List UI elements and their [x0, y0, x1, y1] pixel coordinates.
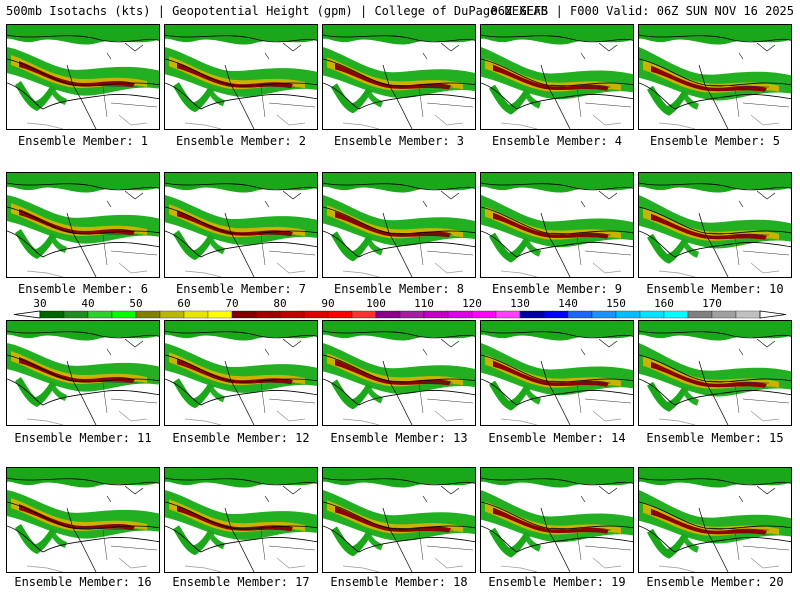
model-valid-time: 06Z GEFS | F000 Valid: 06Z SUN NOV 16 20… — [490, 4, 794, 18]
colorbar-swatch — [159, 310, 185, 319]
isotach-colorbar — [13, 310, 787, 319]
ensemble-map-panel — [164, 320, 318, 426]
ensemble-member-label: Ensemble Member: 18 — [330, 575, 468, 589]
colorbar-tick-label: 70 — [225, 297, 239, 310]
ensemble-member-label: Ensemble Member: 20 — [646, 575, 784, 589]
ensemble-map-panel — [480, 24, 634, 130]
ensemble-member-label: Ensemble Member: 7 — [175, 282, 307, 296]
ensemble-map-panel — [480, 320, 634, 426]
ensemble-member-label: Ensemble Member: 11 — [14, 431, 152, 445]
colorbar-swatch — [495, 310, 521, 319]
colorbar-swatch — [447, 310, 473, 319]
ensemble-map-panel — [322, 467, 476, 573]
ensemble-map-panel — [322, 24, 476, 130]
ensemble-map-panel — [164, 24, 318, 130]
ensemble-member-label: Ensemble Member: 13 — [330, 431, 468, 445]
ensemble-member-label: Ensemble Member: 3 — [333, 134, 465, 148]
colorbar-tick-label: 30 — [33, 297, 47, 310]
colorbar-swatch — [303, 310, 329, 319]
colorbar-swatch — [375, 310, 401, 319]
colorbar-swatch — [567, 310, 593, 319]
ensemble-map-panel — [164, 172, 318, 278]
colorbar-swatch — [591, 310, 617, 319]
ensemble-member-label: Ensemble Member: 6 — [17, 282, 149, 296]
ensemble-map-panel — [480, 172, 634, 278]
colorbar-tick-label: 120 — [462, 297, 482, 310]
colorbar-tick-label: 50 — [129, 297, 143, 310]
colorbar-swatch — [711, 310, 737, 319]
ensemble-map-panel — [322, 320, 476, 426]
ensemble-map-panel — [6, 172, 160, 278]
ensemble-member-label: Ensemble Member: 15 — [646, 431, 784, 445]
colorbar-swatch — [423, 310, 449, 319]
colorbar-swatch — [735, 310, 761, 319]
colorbar-swatch — [183, 310, 209, 319]
colorbar-swatch — [351, 310, 377, 319]
colorbar-tick-label: 150 — [606, 297, 626, 310]
map-title: 500mb Isotachs (kts) | Geopotential Heig… — [6, 4, 548, 18]
ensemble-member-label: Ensemble Member: 19 — [488, 575, 626, 589]
ensemble-map-panel — [638, 172, 792, 278]
colorbar-swatch — [255, 310, 281, 319]
ensemble-member-label: Ensemble Member: 4 — [491, 134, 623, 148]
colorbar-tick-label: 100 — [366, 297, 386, 310]
colorbar-swatch — [687, 310, 713, 319]
colorbar-tick-label: 60 — [177, 297, 191, 310]
ensemble-member-label: Ensemble Member: 1 — [17, 134, 149, 148]
colorbar-right-arrow — [759, 310, 787, 319]
colorbar-swatch — [543, 310, 569, 319]
ensemble-map-panel — [164, 467, 318, 573]
colorbar-swatch — [87, 310, 113, 319]
colorbar-tick-label: 160 — [654, 297, 674, 310]
ensemble-map-panel — [638, 467, 792, 573]
ensemble-member-label: Ensemble Member: 14 — [488, 431, 626, 445]
colorbar-swatch — [207, 310, 233, 319]
colorbar-swatch — [471, 310, 497, 319]
ensemble-map-panel — [6, 467, 160, 573]
colorbar-swatch — [63, 310, 89, 319]
ensemble-member-label: Ensemble Member: 10 — [646, 282, 784, 296]
colorbar-swatch — [111, 310, 137, 319]
colorbar-tick-label: 90 — [321, 297, 335, 310]
colorbar-swatch — [663, 310, 689, 319]
ensemble-member-label: Ensemble Member: 8 — [333, 282, 465, 296]
ensemble-member-label: Ensemble Member: 16 — [14, 575, 152, 589]
colorbar-swatch — [279, 310, 305, 319]
colorbar-swatch — [399, 310, 425, 319]
colorbar-left-arrow — [13, 310, 41, 319]
ensemble-member-label: Ensemble Member: 9 — [491, 282, 623, 296]
ensemble-member-label: Ensemble Member: 2 — [175, 134, 307, 148]
colorbar-tick-label: 170 — [702, 297, 722, 310]
colorbar-swatch — [135, 310, 161, 319]
colorbar-tick-label: 140 — [558, 297, 578, 310]
ensemble-map-panel — [6, 320, 160, 426]
colorbar-swatch — [639, 310, 665, 319]
colorbar-swatch — [327, 310, 353, 319]
ensemble-member-label: Ensemble Member: 12 — [172, 431, 310, 445]
ensemble-map-panel — [322, 172, 476, 278]
ensemble-map-panel — [638, 320, 792, 426]
colorbar-swatch — [519, 310, 545, 319]
colorbar-tick-label: 40 — [81, 297, 95, 310]
ensemble-member-label: Ensemble Member: 17 — [172, 575, 310, 589]
ensemble-map-panel — [638, 24, 792, 130]
colorbar-tick-label: 80 — [273, 297, 287, 310]
colorbar-swatch — [231, 310, 257, 319]
colorbar-tick-label: 130 — [510, 297, 530, 310]
ensemble-map-panel — [6, 24, 160, 130]
colorbar-tick-label: 110 — [414, 297, 434, 310]
colorbar-swatch — [615, 310, 641, 319]
ensemble-map-panel — [480, 467, 634, 573]
colorbar-swatch — [39, 310, 65, 319]
ensemble-member-label: Ensemble Member: 5 — [649, 134, 781, 148]
